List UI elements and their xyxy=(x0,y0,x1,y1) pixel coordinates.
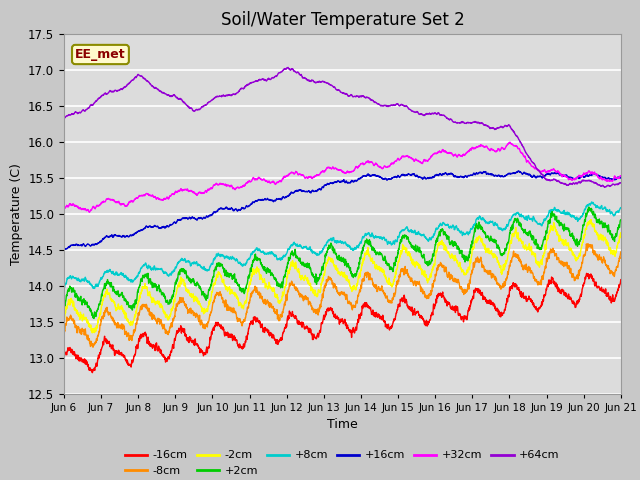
-16cm xyxy=(617,277,625,283)
+2cm xyxy=(413,248,420,254)
X-axis label: Time: Time xyxy=(327,418,358,431)
+2cm xyxy=(617,217,625,223)
-2cm xyxy=(449,252,456,258)
-8cm xyxy=(413,279,420,285)
-8cm xyxy=(449,277,456,283)
Text: EE_met: EE_met xyxy=(75,48,126,61)
+2cm xyxy=(449,242,456,248)
Title: Soil/Water Temperature Set 2: Soil/Water Temperature Set 2 xyxy=(221,11,464,29)
+16cm xyxy=(479,170,486,176)
Y-axis label: Temperature (C): Temperature (C) xyxy=(10,163,22,264)
-8cm xyxy=(520,266,527,272)
Legend: -16cm, -8cm, -2cm, +2cm, +8cm, +16cm, +32cm, +64cm: -16cm, -8cm, -2cm, +2cm, +8cm, +16cm, +3… xyxy=(121,446,564,480)
-8cm xyxy=(479,263,486,268)
Line: -16cm: -16cm xyxy=(64,273,621,372)
+16cm xyxy=(617,175,625,180)
-8cm xyxy=(89,344,97,350)
+64cm xyxy=(479,120,486,126)
+8cm xyxy=(520,214,527,219)
+8cm xyxy=(449,223,456,228)
+8cm xyxy=(60,285,68,291)
+8cm xyxy=(237,262,244,267)
+32cm xyxy=(86,209,93,215)
-16cm xyxy=(449,304,456,310)
+16cm xyxy=(515,168,522,174)
+2cm xyxy=(449,242,456,248)
+16cm xyxy=(449,172,456,178)
+16cm xyxy=(449,171,456,177)
+2cm xyxy=(479,225,486,231)
-16cm xyxy=(449,305,456,311)
Line: +2cm: +2cm xyxy=(64,207,621,319)
-2cm xyxy=(587,217,595,223)
-8cm xyxy=(237,319,244,325)
-2cm xyxy=(520,243,527,249)
-16cm xyxy=(413,310,420,316)
+32cm xyxy=(449,152,456,157)
+32cm xyxy=(237,184,244,190)
-8cm xyxy=(60,333,68,338)
+8cm xyxy=(90,286,98,291)
+8cm xyxy=(413,230,420,236)
+32cm xyxy=(520,153,527,159)
+64cm xyxy=(284,65,292,71)
-16cm xyxy=(88,370,96,375)
Line: +16cm: +16cm xyxy=(64,171,621,250)
-2cm xyxy=(413,262,420,268)
-16cm xyxy=(479,289,486,295)
+32cm xyxy=(413,157,420,163)
+64cm xyxy=(617,180,625,186)
-2cm xyxy=(449,253,456,259)
+32cm xyxy=(479,143,486,149)
-16cm xyxy=(60,356,68,361)
+64cm xyxy=(413,108,420,114)
-16cm xyxy=(237,343,244,349)
-8cm xyxy=(617,249,625,255)
Line: +8cm: +8cm xyxy=(64,202,621,288)
-8cm xyxy=(449,276,456,281)
+8cm xyxy=(479,216,486,221)
Line: +64cm: +64cm xyxy=(64,68,621,187)
+2cm xyxy=(60,303,68,309)
+64cm xyxy=(601,184,609,190)
+32cm xyxy=(60,205,68,211)
+2cm xyxy=(90,316,98,322)
+64cm xyxy=(449,119,456,124)
+8cm xyxy=(617,205,625,211)
+16cm xyxy=(60,247,68,252)
-2cm xyxy=(479,240,486,246)
+16cm xyxy=(60,247,68,252)
+32cm xyxy=(449,152,456,157)
+8cm xyxy=(588,199,595,205)
+64cm xyxy=(60,115,68,121)
+16cm xyxy=(237,206,244,212)
-8cm xyxy=(584,241,592,247)
Line: +32cm: +32cm xyxy=(64,142,621,212)
+32cm xyxy=(506,139,514,145)
-2cm xyxy=(60,316,68,322)
+16cm xyxy=(520,170,527,176)
+16cm xyxy=(413,173,420,179)
+2cm xyxy=(585,204,593,210)
-16cm xyxy=(583,270,591,276)
-2cm xyxy=(617,230,625,236)
+2cm xyxy=(520,228,527,234)
+2cm xyxy=(237,285,244,291)
-16cm xyxy=(520,293,527,299)
+64cm xyxy=(520,144,527,150)
-2cm xyxy=(88,330,96,336)
+8cm xyxy=(449,222,456,228)
-2cm xyxy=(237,300,244,306)
+32cm xyxy=(617,173,625,179)
+64cm xyxy=(449,118,456,124)
Line: -8cm: -8cm xyxy=(64,244,621,347)
+64cm xyxy=(237,86,244,92)
Line: -2cm: -2cm xyxy=(64,220,621,333)
